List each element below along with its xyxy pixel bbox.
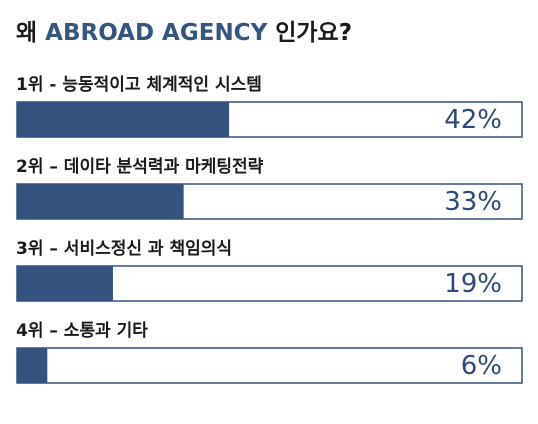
bar xyxy=(17,184,184,219)
chart-title: 왜 ABROAD AGENCY 인가요? xyxy=(16,20,352,46)
category-label: 1위 - 능동적이고 체계적인 시스템 xyxy=(16,75,262,95)
category-label: 3위 – 서비스정신 과 책임의식 xyxy=(16,238,232,259)
value-label: 33% xyxy=(444,187,502,217)
title-segment: 인가요? xyxy=(267,20,352,46)
value-label: 42% xyxy=(444,105,502,135)
value-label: 6% xyxy=(461,351,502,381)
category-label: 2위 – 데이타 분석력과 마케팅전략 xyxy=(16,157,264,177)
title-segment: ABROAD AGENCY xyxy=(45,20,267,46)
bar xyxy=(17,266,113,301)
bar-track xyxy=(16,347,523,384)
value-label: 19% xyxy=(444,269,502,299)
bar xyxy=(17,102,230,137)
category-label: 4위 – 소통과 기타 xyxy=(16,321,148,341)
title-segment: 왜 xyxy=(16,20,45,46)
bar xyxy=(17,348,48,383)
